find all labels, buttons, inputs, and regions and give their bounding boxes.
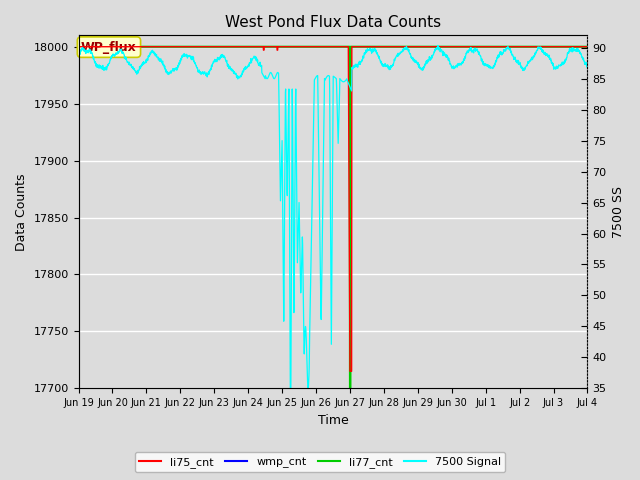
Legend: li75_cnt, wmp_cnt, li77_cnt, 7500 Signal: li75_cnt, wmp_cnt, li77_cnt, 7500 Signal (135, 452, 505, 472)
Y-axis label: 7500 SS: 7500 SS (612, 186, 625, 238)
X-axis label: Time: Time (317, 414, 348, 427)
Title: West Pond Flux Data Counts: West Pond Flux Data Counts (225, 15, 441, 30)
Text: WP_flux: WP_flux (81, 41, 137, 54)
Y-axis label: Data Counts: Data Counts (15, 173, 28, 251)
